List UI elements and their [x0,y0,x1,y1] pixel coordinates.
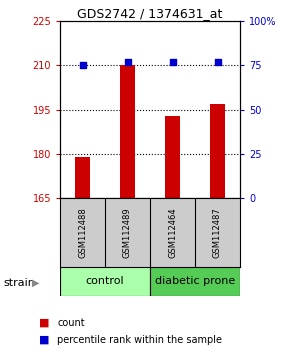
Text: GSM112464: GSM112464 [168,207,177,258]
Text: control: control [86,276,124,286]
Bar [150,267,240,296]
Text: GSM112487: GSM112487 [213,207,222,258]
Title: GDS2742 / 1374631_at: GDS2742 / 1374631_at [77,7,223,20]
Text: diabetic prone: diabetic prone [155,276,235,286]
Bar [75,157,90,198]
Point [80,63,85,68]
Text: ▶: ▶ [32,278,39,288]
Bar [120,65,135,198]
Text: ■: ■ [39,335,50,345]
Text: count: count [57,318,85,328]
Point [170,59,175,65]
Point [215,59,220,65]
Text: percentile rank within the sample: percentile rank within the sample [57,335,222,345]
Text: ■: ■ [39,318,50,328]
Point [125,59,130,65]
Bar [60,267,150,296]
Text: GSM112488: GSM112488 [78,207,87,258]
Bar [210,104,225,198]
Bar [165,116,180,198]
Text: strain: strain [3,278,35,288]
Text: GSM112489: GSM112489 [123,207,132,258]
